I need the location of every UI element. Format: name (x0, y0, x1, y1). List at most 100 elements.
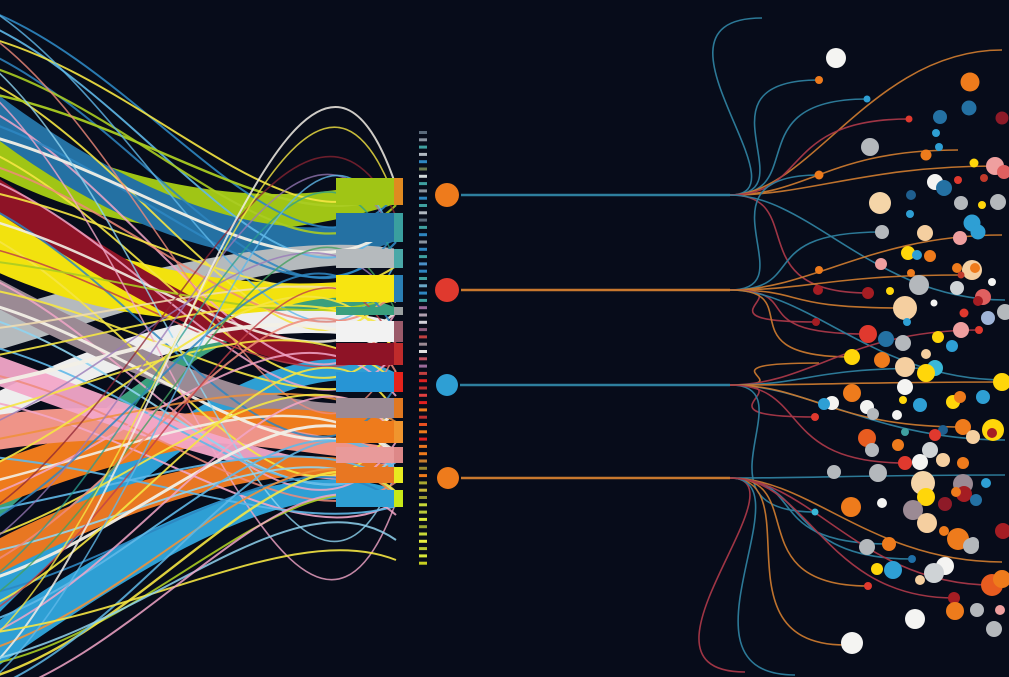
tick (419, 444, 427, 448)
scatter-dot (884, 561, 902, 579)
tick (419, 532, 427, 536)
tick (419, 277, 427, 280)
scatter-dot (863, 95, 871, 103)
fanout-curve (729, 477, 955, 599)
scatter-dot (867, 408, 879, 420)
scatter-dot (864, 582, 872, 590)
scatter-dot (862, 287, 874, 299)
scatter-dot (818, 398, 830, 410)
tick (419, 255, 427, 259)
tick (419, 204, 427, 207)
flow-line (0, 439, 397, 619)
scatter-dots-layer (811, 48, 1009, 654)
scatter-dot (906, 190, 916, 200)
tick (419, 138, 427, 142)
flow-line (0, 402, 397, 519)
tick (419, 547, 427, 551)
scatter-dot (811, 413, 819, 421)
scatter-dot (917, 513, 937, 533)
scatter-dot (957, 271, 965, 279)
tick (419, 393, 427, 397)
scatter-dot (917, 364, 935, 382)
scatter-dot (995, 523, 1009, 539)
scatter-dot (946, 340, 958, 352)
scatter-dot (981, 311, 995, 325)
scatter-dot (826, 48, 846, 68)
tick (419, 328, 427, 332)
flow-line (0, 126, 397, 633)
node-dot (436, 374, 458, 396)
tick (419, 218, 427, 222)
scatter-dot (975, 326, 983, 334)
bar-cap (394, 249, 403, 268)
tick (419, 517, 427, 521)
flow-line (0, 521, 397, 659)
scatter-dot (924, 250, 936, 262)
scatter-dot (966, 430, 980, 444)
scatter-dot (953, 231, 967, 245)
bar (336, 372, 394, 392)
fanout-curve (729, 477, 993, 586)
fanout-curve (698, 477, 751, 673)
flow-line (0, 106, 397, 660)
tick (419, 510, 427, 514)
scatter-dot (865, 443, 879, 457)
tick (419, 481, 427, 485)
flow-line (0, 72, 397, 543)
scatter-dot (813, 285, 823, 295)
tick (419, 350, 427, 353)
scatter-dot (930, 299, 938, 307)
flow-ribbon (0, 121, 394, 232)
scatter-dot (978, 201, 986, 209)
tick (419, 174, 427, 178)
scatter-dot (973, 296, 983, 306)
scatter-dot (920, 149, 932, 161)
bar (336, 307, 394, 315)
scatter-dot (936, 180, 952, 196)
bar-cap (394, 178, 403, 205)
scatter-dot (909, 275, 929, 295)
scatter-dot (986, 621, 1002, 637)
scatter-dot (988, 278, 996, 286)
bar-cap (394, 321, 403, 342)
scatter-dot (997, 165, 1009, 179)
tick (419, 247, 427, 251)
scatter-dot (995, 111, 1009, 125)
scatter-dot (954, 176, 962, 184)
scatter-dot (844, 349, 860, 365)
tick (419, 554, 427, 558)
scatter-dot (869, 192, 891, 214)
fanout-curve (729, 289, 853, 358)
scatter-dot (895, 357, 915, 377)
fanout-curve (729, 174, 820, 291)
tick (419, 437, 427, 441)
bar (336, 447, 394, 463)
fanout-curve (729, 477, 796, 676)
scatter-dot (954, 391, 966, 403)
scatter-dot (917, 488, 935, 506)
scatter-dot (899, 396, 907, 404)
scatter-dot (970, 494, 982, 506)
scatter-dot (950, 281, 964, 295)
flow-line (0, 549, 397, 633)
bar (336, 467, 394, 483)
scatter-dot (970, 224, 986, 240)
fanout-curve (729, 149, 959, 196)
tick (419, 196, 427, 200)
scatter-dot (871, 563, 883, 575)
scatter-dot (875, 225, 889, 239)
tick (419, 182, 427, 186)
bar-cap (394, 307, 403, 315)
scatter-dot (929, 429, 941, 441)
tick (419, 379, 427, 383)
scatter-dot (993, 570, 1009, 588)
scatter-dot (990, 194, 1006, 210)
bar (336, 213, 394, 242)
scatter-dot (987, 428, 997, 438)
fanout-curve (729, 79, 820, 196)
scatter-dot (827, 465, 841, 479)
tick (419, 167, 427, 171)
scatter-dot (980, 174, 988, 182)
bar-cap (394, 213, 403, 242)
scatter-dot (981, 478, 991, 488)
